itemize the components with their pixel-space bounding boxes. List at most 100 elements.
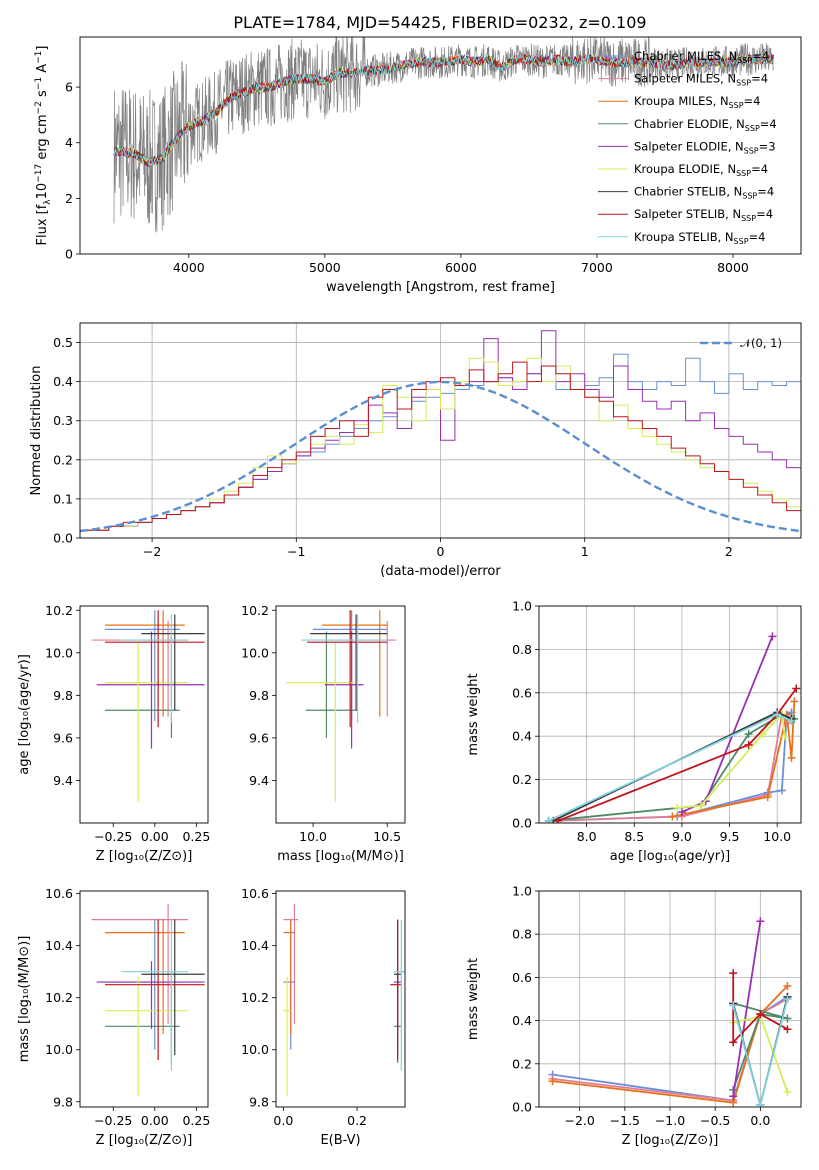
x-tick-label: 0.2	[347, 1113, 367, 1128]
legend-label: Salpeter MILES, NSSP=4	[634, 72, 768, 88]
legend-label-part: Salpeter STELIB, N	[634, 207, 741, 221]
panel-mass-weight-vs-Z: −2.0 −1.5 −1.0 −0.5 0.0 0.0 0.2 0.4 0.6 0.8 1.0 Z […	[466, 884, 802, 1148]
legend-label-part: SSP	[737, 56, 752, 65]
x-tick-label: 8000	[717, 260, 749, 275]
legend-label: Kroupa ELODIE, NSSP=4	[634, 162, 768, 178]
x-tick-label: 10.0	[299, 829, 327, 844]
weight-marker	[744, 730, 753, 739]
y-tick-label: 0.0	[512, 816, 532, 831]
panel-age-vs-Z: −0.25 0.00 0.25 9.4 9.6 9.8 10.0 10.2 Z [log₁₀(Z…	[17, 603, 210, 864]
legend-label-part: =4	[749, 230, 766, 244]
legend-label-part: =4	[744, 94, 761, 108]
y-axis-label-part: λ	[43, 199, 53, 205]
y-tick-label: 9.4	[53, 773, 73, 788]
y-axis-label-part: −1	[34, 77, 44, 90]
y-tick-label: 10.2	[45, 990, 73, 1005]
x-tick-label: 8.0	[577, 829, 597, 844]
y-tick-label: 0.0	[53, 531, 73, 546]
panel-residuals: −2 −1 0 1 2 0.0 0.1 0.2 0.3 0.4 0.5 (data-model)/er…	[29, 322, 802, 579]
x-axis-label: (data-model)/error	[380, 564, 501, 579]
legend-label-part: SSP	[736, 79, 751, 88]
panel-spectrum: 4000 5000 6000 7000 8000 0 2 4 6 wavelength [Angs…	[34, 36, 802, 295]
weight-marker	[673, 803, 682, 812]
plot-area	[539, 606, 801, 823]
legend-label-part: =4	[756, 207, 773, 221]
y-tick-label: 0.5	[53, 335, 73, 350]
y-tick-label: 9.8	[249, 1094, 269, 1109]
y-axis-label-part: 10	[35, 183, 50, 200]
y-tick-label: 2	[65, 191, 73, 206]
plot-area	[113, 37, 774, 233]
weight-marker	[668, 812, 677, 821]
x-tick-label: 9.5	[720, 829, 740, 844]
legend-label-part: Kroupa ELODIE, N	[634, 162, 736, 176]
y-tick-label: 10.6	[45, 886, 73, 901]
y-tick-label: 4	[65, 135, 73, 150]
x-tick-label: 0.0	[750, 1113, 770, 1128]
y-tick-label: 0	[65, 247, 73, 262]
legend-label: Chabrier ELODIE, NSSP=4	[634, 117, 777, 133]
legend-label-part: Chabrier MILES, N	[634, 49, 737, 63]
x-tick-label: −2	[143, 544, 161, 559]
weight-marker	[756, 1100, 765, 1107]
legend-label: Chabrier STELIB, NSSP=4	[634, 185, 774, 201]
y-axis-label-part: s	[35, 90, 50, 101]
plot-area	[91, 610, 205, 802]
y-tick-label: 9.6	[53, 730, 73, 745]
x-axis-label: Z [log₁₀(Z/Z⊙)]	[96, 849, 193, 864]
axes-frame	[275, 605, 406, 824]
weight-marker	[729, 1038, 738, 1047]
legend-label: Kroupa MILES, NSSP=4	[634, 94, 760, 110]
x-tick-label: 9.0	[672, 829, 692, 844]
legend-label-part: Kroupa MILES, N	[634, 94, 729, 108]
y-tick-label: 9.4	[249, 773, 269, 788]
legend-label-part: SSP	[745, 124, 760, 133]
plot-area	[283, 904, 405, 1097]
legend-label: Kroupa STELIB, NSSP=4	[634, 230, 765, 246]
normal-curve	[80, 380, 801, 533]
y-tick-label: 0.2	[53, 452, 73, 467]
y-tick-label: 0.6	[512, 685, 532, 700]
x-tick-label: −0.25	[94, 829, 132, 844]
x-tick-label: 1	[581, 544, 589, 559]
y-tick-label: 10.4	[241, 938, 269, 953]
weight-marker	[787, 753, 796, 762]
weight-marker	[783, 1025, 792, 1034]
legend-label-part: Salpeter MILES, N	[634, 72, 736, 86]
y-tick-label: 0.4	[512, 729, 532, 744]
legend-label-part: SSP	[742, 192, 757, 201]
panel-mass-weight-vs-age: 8.0 8.5 9.0 9.5 10.0 0.0 0.2 0.4 0.6 0.8 1.0 age [l…	[466, 599, 802, 864]
weight-line	[681, 636, 774, 813]
legend-label-part: SSP	[729, 101, 744, 110]
y-tick-label: 1.0	[512, 884, 532, 899]
x-tick-label: 0.25	[182, 1113, 210, 1128]
y-tick-label: 0.1	[53, 491, 73, 506]
weight-marker	[783, 1014, 792, 1023]
weight-marker	[729, 1092, 738, 1101]
y-axis-label-part: ]	[35, 46, 50, 51]
y-tick-label: 10.2	[241, 990, 269, 1005]
spectrum-model-line	[113, 53, 774, 166]
x-axis-label: wavelength [Angstrom, rest frame]	[326, 280, 555, 295]
y-tick-label: 0.6	[512, 970, 532, 985]
histogram-series	[80, 330, 801, 531]
x-tick-label: 10.0	[763, 829, 791, 844]
x-tick-label: −2.0	[564, 1113, 594, 1128]
legend-label-part: =3	[759, 139, 776, 153]
axes-frame	[79, 322, 802, 539]
axes-frame	[275, 890, 406, 1108]
x-axis-label: E(B-V)	[320, 1133, 360, 1148]
plot-area	[539, 891, 801, 1107]
x-tick-label: 8.5	[624, 829, 644, 844]
weight-marker	[554, 816, 563, 823]
y-axis-label: mass weight	[466, 958, 481, 1040]
y-tick-label: 9.8	[53, 1094, 73, 1109]
weight-marker	[744, 740, 753, 749]
legend-label-part: Salpeter ELODIE, N	[634, 139, 744, 153]
y-tick-label: 6	[65, 80, 73, 95]
legend-label-part: SSP	[744, 146, 759, 155]
y-axis-label: mass weight	[466, 673, 481, 755]
weight-marker	[729, 969, 738, 978]
y-tick-label: 10.4	[45, 938, 73, 953]
